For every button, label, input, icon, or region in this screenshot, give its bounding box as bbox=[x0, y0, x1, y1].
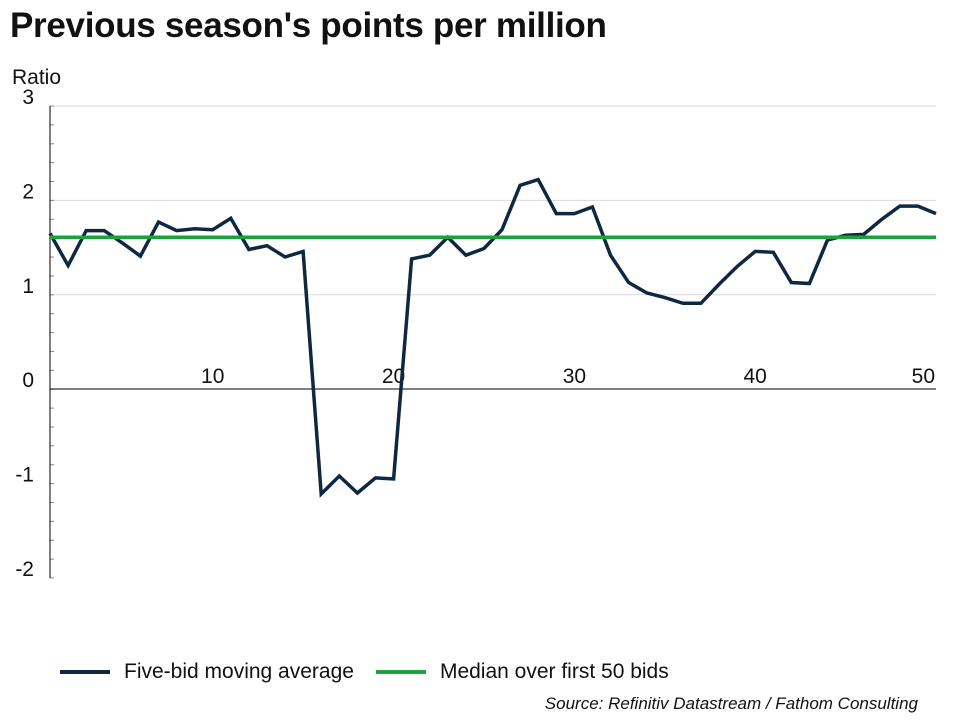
legend-label-moving-average: Five-bid moving average bbox=[124, 660, 354, 683]
axes bbox=[49, 106, 936, 578]
legend-item-median: Median over first 50 bids bbox=[375, 660, 669, 684]
y-tick-label: 0 bbox=[22, 369, 34, 392]
series-line-moving-average bbox=[48, 177, 937, 498]
legend-swatch-median bbox=[375, 670, 426, 674]
y-tick-label: 3 bbox=[22, 86, 34, 109]
y-tick-labels: 3 2 1 0 -1 -2 bbox=[15, 86, 34, 581]
legend-swatch-moving-average bbox=[60, 670, 110, 674]
source-note: Source: Refinitiv Datastream / Fathom Co… bbox=[544, 694, 918, 713]
y-axis-label: Ratio bbox=[12, 66, 61, 89]
y-tick-label: 2 bbox=[22, 180, 34, 203]
x-tick-label: 10 bbox=[201, 365, 224, 388]
x-tick-labels: 10 20 30 40 50 bbox=[201, 365, 935, 388]
series-lines bbox=[48, 177, 937, 498]
legend-item-moving-average: Five-bid moving average bbox=[60, 660, 354, 684]
chart-title: Previous season's points per million bbox=[10, 6, 607, 45]
y-tick-label: -2 bbox=[15, 558, 34, 581]
y-tick-label: -1 bbox=[15, 464, 34, 487]
x-tick-label: 40 bbox=[744, 365, 767, 388]
y-tick-label: 1 bbox=[22, 275, 34, 298]
gridlines bbox=[50, 105, 936, 579]
legend-label-median: Median over first 50 bids bbox=[439, 660, 669, 683]
x-tick-label: 30 bbox=[563, 365, 586, 388]
x-tick-label: 20 bbox=[382, 365, 405, 388]
x-tick-label: 50 bbox=[912, 365, 935, 388]
legend: Five-bid moving average Median over firs… bbox=[60, 660, 691, 684]
